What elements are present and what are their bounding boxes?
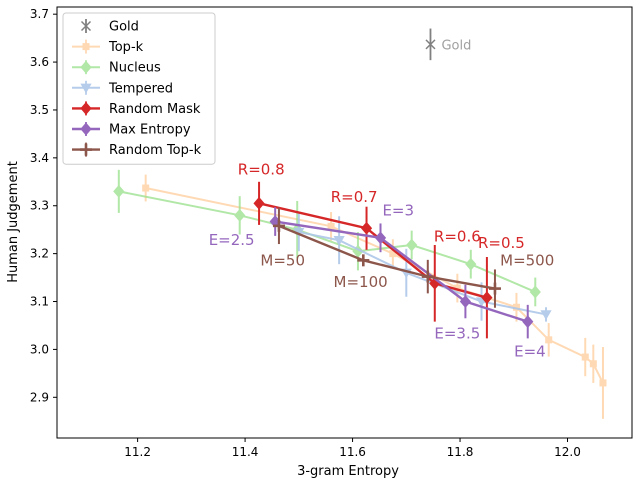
legend-label-nucleus: Nucleus: [109, 61, 161, 76]
point-nucleus-4: [406, 238, 418, 252]
point-random-mask-0: [253, 196, 265, 210]
point-tempered-4: [540, 310, 552, 321]
point-top-k-6: [581, 353, 589, 361]
legend-marker-nucleus: [80, 60, 92, 74]
series-line-random-mask: [258, 202, 488, 299]
legend-entry-tempered: [72, 80, 100, 95]
annotation-e-2-5: E=2.5: [209, 231, 255, 249]
axes-layer: 11.2 11.4 11.6 11.8 12.0 2.9 3.0 3.1 3.2 3.3 3.4 3.…: [30, 6, 633, 459]
legend-box: [62, 12, 216, 165]
legend-label-top-k: Top-k: [108, 40, 144, 55]
annotation-e-3-5: E=3.5: [434, 324, 480, 342]
point-max-entropy-2: [459, 295, 472, 308]
point-top-k-5: [545, 336, 553, 344]
annotation-layer: R=0.8 R=0.7 R=0.6R=0.5 E=3 E=2.5 E=3.5 E=4 M=50…: [209, 161, 555, 361]
point-top-k-8: [599, 379, 607, 387]
point-random-top-k-3: [488, 282, 501, 295]
series-max-entropy: [269, 207, 534, 339]
y-tick-label: 3.4: [30, 151, 49, 165]
annotation-e-4: E=4: [514, 343, 546, 361]
legend-entry-top-k: [72, 39, 100, 54]
point-top-k-4: [512, 303, 520, 311]
legend-label-random-top-k: Random Top-k: [109, 143, 202, 158]
point-random-mask-2: [429, 276, 441, 290]
legend-label-random-mask: Random Mask: [109, 102, 201, 117]
legend-marker-gold-b: [80, 20, 92, 32]
point-top-k-0: [142, 184, 150, 192]
annotation-r-0-7: R=0.7: [331, 188, 378, 206]
y-tick-label: 3.3: [30, 199, 49, 213]
y-tick-label: 3.7: [30, 7, 49, 21]
point-top-k-7: [589, 360, 597, 368]
annotation-m-50: M=50: [260, 252, 305, 270]
y-tick-label: 2.9: [30, 390, 49, 404]
x-tick-label: 11.4: [232, 445, 259, 459]
point-top-k-1: [327, 222, 335, 230]
point-nucleus-5: [465, 257, 477, 271]
series-gold: Gold: [425, 28, 471, 61]
y-tick-label: 3.1: [30, 295, 49, 309]
legend-entry-nucleus: [72, 60, 100, 75]
x-tick-label: 12.0: [554, 445, 581, 459]
series-line-random-top-k: [278, 224, 496, 290]
legend-label-gold: Gold: [109, 20, 139, 35]
legend-entry-random-top-k: [72, 142, 100, 157]
y-tick-label: 3.0: [30, 342, 49, 356]
series-top-k: [142, 174, 607, 419]
series-layer: Gold: [113, 28, 607, 419]
point-nucleus-0: [113, 184, 125, 198]
gold-point: [425, 39, 436, 50]
series-line-max-entropy: [274, 220, 529, 323]
point-random-mask-3: [481, 291, 493, 305]
x-tick-label: 11.6: [339, 445, 366, 459]
point-top-k-3: [453, 284, 461, 292]
legend-marker-random-top-k: [80, 143, 92, 156]
legend-label-tempered: Tempered: [108, 81, 173, 96]
plot-frame: [56, 6, 633, 439]
y-tick-label: 3.2: [30, 247, 49, 261]
gold-point-b: [425, 39, 436, 50]
point-nucleus-1: [234, 208, 246, 222]
y-tick-label: 3.5: [30, 103, 49, 117]
legend-marker-gold: [80, 20, 92, 32]
annotation-m-100: M=100: [334, 273, 388, 291]
point-random-top-k-2: [421, 270, 434, 283]
series-random-mask: [253, 181, 493, 339]
y-axis-label: Human Judgement: [6, 161, 21, 283]
legend-entry-max-entropy: [72, 122, 100, 136]
point-max-entropy-3: [522, 315, 534, 329]
x-tick-label: 11.2: [124, 445, 151, 459]
legend: Gold Top-k Nucleus Tempered Random Mask Max E…: [62, 12, 216, 165]
annotation-r-0-8: R=0.8: [238, 161, 285, 179]
legend-entry-gold: [80, 19, 92, 33]
annotation-r-0-5: R=0.5: [478, 234, 525, 252]
legend-label-max-entropy: Max Entropy: [109, 123, 191, 138]
legend-entry-random-mask: [72, 101, 100, 116]
x-axis-label: 3-gram Entropy: [297, 464, 399, 479]
legend-marker-random-mask: [80, 101, 92, 115]
annotation-m-500: M=500: [500, 252, 554, 270]
legend-marker-max-entropy: [80, 122, 92, 136]
point-top-k-2: [389, 250, 397, 258]
point-max-entropy-1: [374, 231, 387, 245]
point-nucleus-6: [529, 285, 541, 299]
annotation-e-3: E=3: [382, 201, 414, 219]
gold-label: Gold: [441, 38, 471, 53]
annotation-r-0-6: R=0.6: [434, 228, 481, 246]
point-random-top-k-1: [357, 254, 370, 267]
legend-marker-tempered: [80, 83, 92, 94]
y-tick-label: 3.6: [30, 55, 49, 69]
legend-marker-top-k: [82, 43, 90, 51]
point-tempered-1: [333, 236, 345, 246]
point-random-top-k-0: [272, 219, 285, 232]
x-tick-label: 11.8: [447, 445, 474, 459]
point-random-mask-1: [360, 221, 373, 235]
series-random-top-k: [272, 207, 501, 308]
